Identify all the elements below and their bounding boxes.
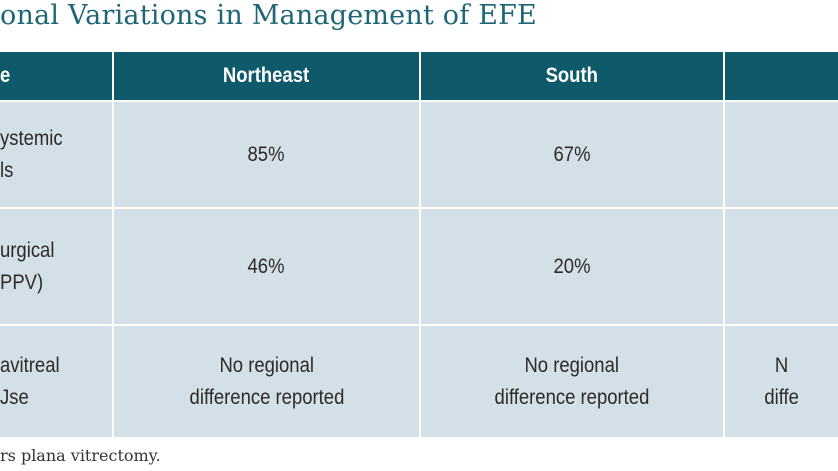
header-text: e: [0, 64, 11, 87]
table-cell: avitreal Jse: [0, 326, 112, 437]
table-cell: No regional difference reported: [114, 326, 419, 437]
cell-text: difference reported: [494, 385, 650, 409]
header-text: Northeast: [223, 64, 310, 87]
cell-text: PPV): [0, 270, 44, 294]
cell-text: ystemic: [0, 126, 63, 150]
header-cell: South: [421, 52, 723, 100]
header-cell: e: [0, 52, 112, 100]
cell-text: No regional: [219, 353, 314, 377]
cell-text: 67%: [553, 142, 591, 166]
cell-text: N: [774, 353, 789, 377]
table-cell: [725, 102, 838, 207]
header-text: South: [545, 64, 599, 87]
header-cell: [725, 52, 838, 100]
cell-text: difference reported: [189, 385, 344, 409]
table-cell: 20%: [421, 209, 723, 324]
cell-text: No regional: [524, 353, 620, 377]
cell-text: avitreal: [0, 353, 60, 377]
table-cell: 46%: [114, 209, 419, 324]
cell-text: 20%: [553, 254, 591, 278]
table-cell: 67%: [421, 102, 723, 207]
cell-text: 85%: [248, 142, 285, 166]
cell-text: Jse: [0, 385, 29, 409]
title: onal Variations in Management of EFE: [0, 0, 537, 31]
footnote: rs plana vitrectomy.: [0, 446, 161, 465]
table-cell: [725, 209, 838, 324]
table-cell: urgical PPV): [0, 209, 112, 324]
table-cell: 85%: [114, 102, 419, 207]
cell-text: urgical: [0, 238, 55, 262]
cell-text: 46%: [248, 254, 285, 278]
header-cell: Northeast: [114, 52, 419, 100]
table-cell: No regional difference reported: [421, 326, 723, 437]
table-cell: ystemic ls: [0, 102, 112, 207]
cell-text: ls: [0, 158, 14, 182]
cell-text: diffe: [764, 385, 799, 409]
